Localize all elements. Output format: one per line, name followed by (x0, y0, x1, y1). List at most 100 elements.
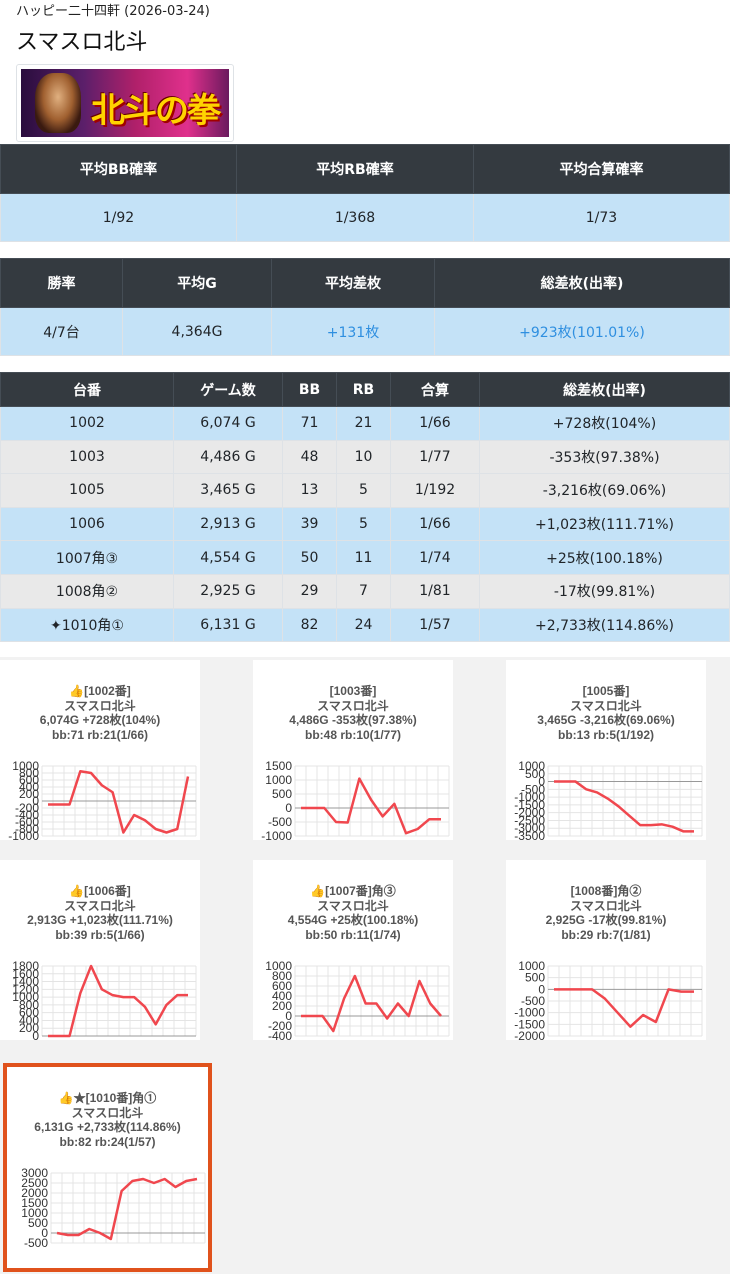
y-tick-label: -2500 (514, 813, 545, 827)
table-row[interactable]: ✦1010角① 6,131 G 82 24 1/57 +2,733枚(114.8… (0, 607, 730, 643)
series-line (48, 770, 190, 834)
y-tick-label: 0 (32, 1029, 39, 1040)
y-tick-label: 1500 (265, 760, 292, 773)
y-tick-label: -800 (15, 822, 39, 836)
y-tick-label: 400 (272, 989, 292, 1003)
combined: 1/66 (390, 406, 480, 441)
chart-title-line: 6,131G +2,733枚(114.86%) (34, 1120, 181, 1134)
combined: 1/66 (390, 506, 480, 542)
chart-title-line: スマスロ北斗 (570, 898, 642, 913)
y-tick-label: 1800 (12, 960, 39, 973)
games: 4,486 G (173, 439, 283, 475)
y-tick-label: 1000 (518, 960, 545, 973)
combined: 1/77 (390, 439, 480, 475)
y-tick-label: -1000 (514, 790, 545, 804)
chart-title-line: bb:39 rb:5(1/66) (55, 927, 145, 942)
series-line (301, 777, 441, 835)
series-line (56, 1177, 198, 1241)
chart-title-line: スマスロ北斗 (71, 1105, 144, 1120)
total-diff: +1,023枚(111.71%) (479, 506, 730, 542)
y-tick-label: -3000 (514, 821, 545, 835)
chart-title-line: 👍[1006番] (69, 884, 131, 898)
chart-title-line: 👍★[1010番]角① (58, 1091, 157, 1105)
y-tick-label: 800 (272, 969, 292, 983)
chart-title-line: bb:82 rb:24(1/57) (59, 1134, 156, 1149)
chart-title-line: スマスロ北斗 (317, 898, 389, 913)
machine-banner: 北斗の拳 (16, 64, 234, 142)
series-line (554, 780, 694, 833)
combined: 1/57 (390, 607, 480, 643)
avg-rb-value: 1/368 (236, 193, 474, 242)
machine-no: 1006 (0, 506, 174, 542)
y-tick-label: 200 (272, 999, 292, 1013)
bb: 71 (282, 406, 337, 441)
chart-card-1002[interactable]: 👍[1002番] スマスロ北斗 6,074G +728枚(104%) bb:71… (0, 660, 200, 840)
table-row[interactable]: 1005 3,465 G 13 5 1/192 -3,216枚(69.06%) (0, 473, 730, 508)
chart-card-1007[interactable]: 👍[1007番]角③ スマスロ北斗 4,554G +25枚(100.18%) b… (253, 860, 453, 1040)
chart-card-1006[interactable]: 👍[1006番] スマスロ北斗 2,913G +1,023枚(111.71%) … (0, 860, 200, 1040)
col-total-diff: 総差枚(出率) (479, 372, 730, 407)
y-tick-label: -500 (268, 815, 292, 829)
table-row[interactable]: 1002 6,074 G 71 21 1/66 +728枚(104%) (0, 406, 730, 441)
machine-no: 1003 (0, 439, 174, 475)
combined: 1/192 (390, 473, 480, 508)
table-row[interactable]: 1006 2,913 G 39 5 1/66 +1,023枚(111.71%) (0, 506, 730, 542)
machine-no: 1008角② (0, 573, 174, 609)
avg-games-header: 平均G (122, 258, 272, 308)
total-diff: +728枚(104%) (479, 406, 730, 441)
y-tick-label: -2000 (514, 806, 545, 820)
machine-no: 1010角① (61, 617, 124, 634)
chart-card-1010-selected[interactable]: 👍★[1010番]角① スマスロ北斗 6,131G +2,733枚(114.86… (3, 1063, 212, 1272)
chart-title-line: [1003番] (329, 684, 377, 698)
games: 2,913 G (173, 506, 283, 542)
y-tick-label: 200 (19, 787, 39, 801)
y-tick-label: 1000 (265, 960, 292, 973)
chart-title-line: 2,925G -17枚(99.81%) (545, 913, 667, 927)
y-tick-label: -200 (268, 1019, 292, 1033)
avg-rb-header: 平均RB確率 (236, 144, 474, 194)
total-diff: +25枚(100.18%) (479, 540, 730, 575)
series-line (554, 988, 694, 1028)
y-tick-label: 1000 (12, 760, 39, 773)
chart-title-line: [1005番] (582, 684, 630, 698)
table-row[interactable]: 1007角③ 4,554 G 50 11 1/74 +25枚(100.18%) (0, 540, 730, 575)
chart-card-1008[interactable]: [1008番]角② スマスロ北斗 2,925G -17枚(99.81%) bb:… (506, 860, 706, 1040)
store-date-label: ハッピー二十四軒 (2026-03-24) (16, 4, 210, 19)
table-row[interactable]: 1003 4,486 G 48 10 1/77 -353枚(97.38%) (0, 439, 730, 475)
y-tick-label: 2500 (21, 1176, 48, 1190)
y-tick-label: 0 (285, 1009, 292, 1023)
y-tick-label: -1000 (261, 829, 292, 840)
y-tick-label: 1000 (518, 760, 545, 773)
series-line (48, 964, 188, 1038)
total-diff-header: 総差枚(出率) (434, 258, 730, 308)
chart-title-line: 2,913G +1,023枚(111.71%) (27, 913, 173, 927)
col-combined: 合算 (390, 372, 480, 407)
machine-banner-image: 北斗の拳 (21, 69, 229, 137)
y-tick-label: -500 (24, 1236, 48, 1247)
y-tick-label: -400 (268, 1029, 292, 1040)
win-rate-value: 4/7台 (0, 307, 123, 356)
machine-table: 台番 ゲーム数 BB RB 合算 総差枚(出率) 1002 6,074 G 71… (0, 372, 730, 643)
avg-diff-header: 平均差枚 (271, 258, 435, 308)
y-tick-label: 200 (19, 1021, 39, 1035)
y-tick-label: 2000 (21, 1186, 48, 1200)
chart-title-line: 👍[1007番]角③ (310, 884, 396, 898)
col-machine-no: 台番 (0, 372, 174, 407)
avg-total-header: 平均合算確率 (473, 144, 730, 194)
rb: 7 (336, 573, 391, 609)
y-tick-label: 400 (19, 1013, 39, 1027)
y-tick-label: 600 (19, 1006, 39, 1020)
chart-1005: 10005000-500-1000-1500-2000-2500-3000-35… (514, 760, 703, 840)
y-tick-label: -400 (15, 808, 39, 822)
machine-no-cell: ✦1010角① (0, 607, 174, 643)
table-row[interactable]: 1008角② 2,925 G 29 7 1/81 -17枚(99.81%) (0, 573, 730, 609)
chart-title-line: 4,554G +25枚(100.18%) (287, 913, 419, 927)
hokuto-logo: 北斗の拳 (91, 91, 221, 131)
y-tick-label: 500 (28, 1216, 48, 1230)
bb: 29 (282, 573, 337, 609)
chart-card-1003[interactable]: [1003番] スマスロ北斗 4,486G -353枚(97.38%) bb:4… (253, 660, 453, 840)
chart-card-1005[interactable]: [1005番] スマスロ北斗 3,465G -3,216枚(69.06%) bb… (506, 660, 706, 840)
